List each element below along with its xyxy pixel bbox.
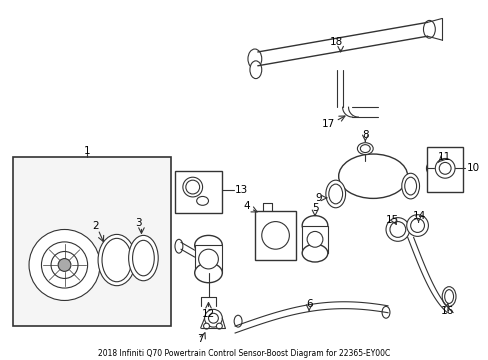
Bar	[175, 171, 222, 213]
Ellipse shape	[128, 235, 158, 281]
Circle shape	[185, 180, 199, 194]
Circle shape	[203, 323, 209, 329]
Bar	[13, 157, 171, 326]
Bar	[254, 211, 296, 260]
Circle shape	[406, 215, 427, 237]
Text: 8: 8	[361, 130, 368, 140]
Text: 4: 4	[243, 201, 250, 211]
Circle shape	[198, 249, 218, 269]
Ellipse shape	[194, 235, 222, 255]
Circle shape	[204, 309, 222, 327]
Ellipse shape	[247, 49, 261, 69]
Ellipse shape	[98, 234, 135, 286]
Ellipse shape	[404, 177, 416, 195]
Text: 6: 6	[305, 300, 312, 309]
Text: 2: 2	[92, 221, 98, 230]
Circle shape	[426, 161, 441, 176]
Text: 17: 17	[322, 119, 335, 129]
Ellipse shape	[302, 216, 327, 235]
Ellipse shape	[196, 197, 208, 205]
Circle shape	[261, 222, 289, 249]
Circle shape	[183, 177, 202, 197]
Ellipse shape	[338, 154, 407, 198]
Text: 11: 11	[437, 152, 450, 162]
Circle shape	[434, 158, 454, 178]
Ellipse shape	[381, 306, 389, 318]
Text: 5: 5	[311, 203, 318, 213]
Bar	[302, 225, 327, 253]
Text: 15: 15	[386, 215, 399, 225]
Circle shape	[41, 242, 87, 288]
Circle shape	[410, 219, 424, 233]
Circle shape	[389, 222, 405, 237]
Ellipse shape	[441, 287, 455, 306]
Ellipse shape	[328, 184, 342, 204]
Bar	[427, 147, 462, 192]
Text: 2018 Infiniti Q70 Powertrain Control Sensor-Boost Diagram for 22365-EY00C: 2018 Infiniti Q70 Powertrain Control Sen…	[98, 349, 389, 358]
Circle shape	[29, 229, 100, 301]
Ellipse shape	[302, 244, 327, 262]
Text: 12: 12	[202, 309, 215, 319]
Circle shape	[306, 231, 322, 247]
Ellipse shape	[325, 180, 345, 208]
Bar	[194, 245, 222, 273]
Ellipse shape	[102, 238, 131, 282]
Text: 7: 7	[197, 334, 203, 344]
Ellipse shape	[401, 173, 419, 199]
Circle shape	[208, 313, 218, 323]
Text: 9: 9	[315, 193, 322, 203]
Text: 13: 13	[235, 185, 248, 195]
Ellipse shape	[357, 143, 372, 154]
Ellipse shape	[249, 61, 261, 78]
Ellipse shape	[438, 165, 448, 172]
Text: 14: 14	[412, 211, 425, 221]
Text: 18: 18	[329, 37, 343, 47]
Ellipse shape	[444, 290, 453, 303]
Ellipse shape	[194, 263, 222, 283]
Circle shape	[385, 218, 409, 241]
Text: 16: 16	[440, 306, 453, 316]
Ellipse shape	[175, 239, 183, 253]
Circle shape	[438, 162, 450, 174]
Ellipse shape	[234, 315, 242, 327]
Circle shape	[216, 323, 222, 329]
Text: 10: 10	[466, 163, 479, 173]
Text: 3: 3	[135, 217, 142, 228]
Circle shape	[51, 252, 78, 279]
Circle shape	[58, 258, 71, 271]
Ellipse shape	[132, 240, 154, 276]
Ellipse shape	[423, 21, 434, 38]
Ellipse shape	[360, 145, 369, 153]
Text: 1: 1	[84, 145, 90, 156]
